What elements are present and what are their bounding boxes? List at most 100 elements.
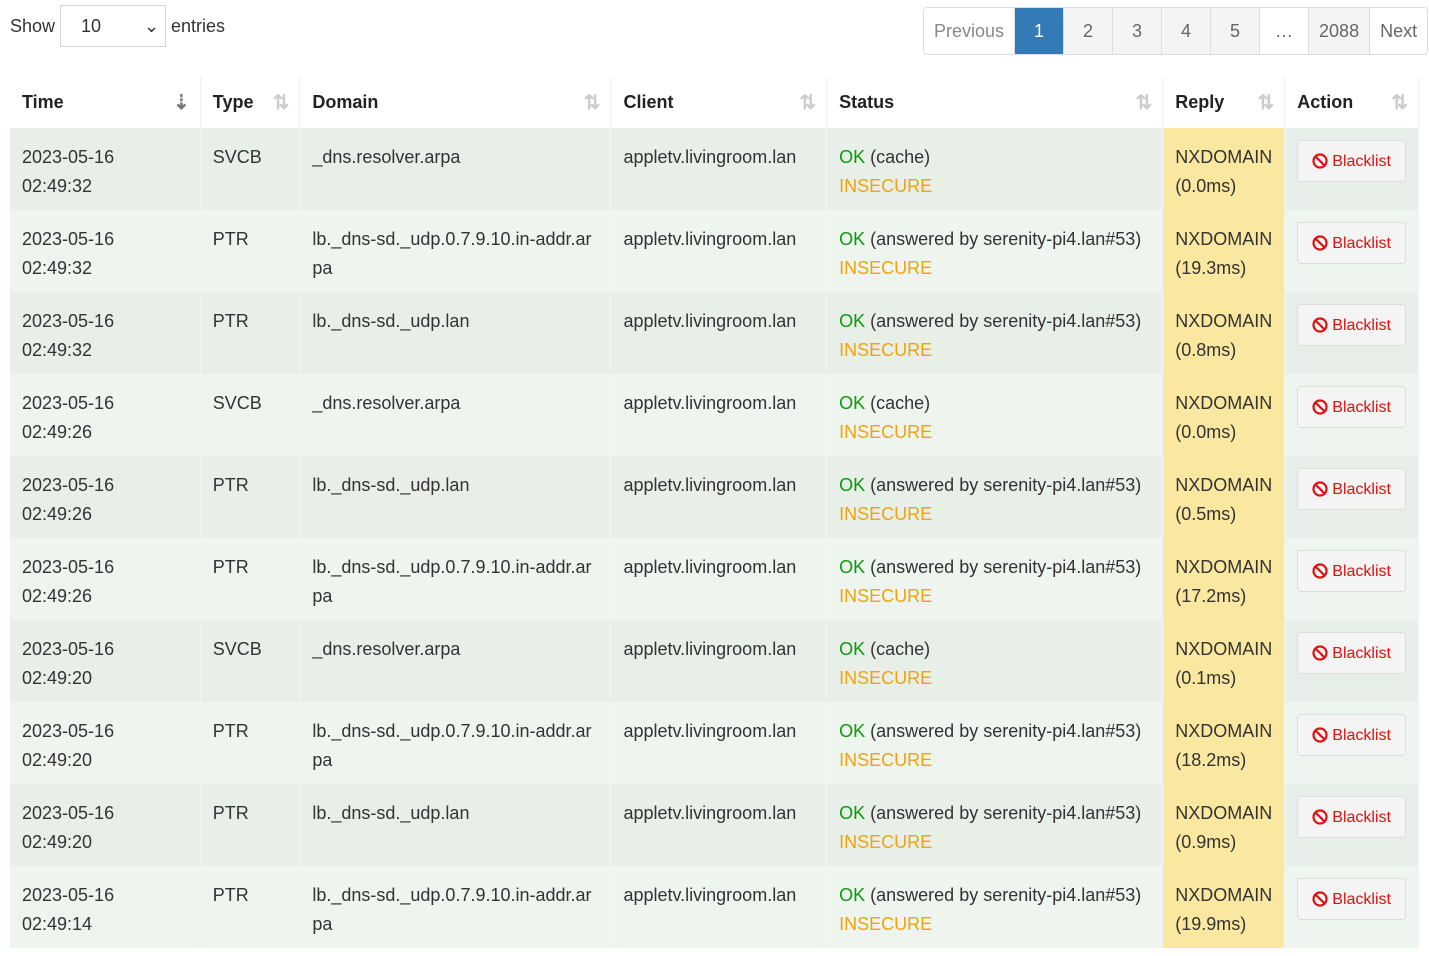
blacklist-button[interactable]: Blacklist [1297, 222, 1406, 264]
type-cell: PTR [200, 784, 301, 866]
reply-type: NXDOMAIN [1175, 393, 1273, 413]
action-cell: Blacklist [1284, 128, 1419, 210]
blacklist-button[interactable]: Blacklist [1297, 550, 1406, 592]
blacklist-button[interactable]: Blacklist [1297, 386, 1406, 428]
client-cell: appletv.livingroom.lan [610, 128, 828, 210]
page-2[interactable]: 2 [1063, 8, 1113, 54]
status-cell: OK (answered by serenity-pi4.lan#53) INSE… [826, 784, 1164, 866]
domain-cell: lb._dns-sd._udp.0.7.9.10.in-addr.arpa [299, 538, 612, 620]
status-detail: (answered by serenity-pi4.lan#53) [870, 721, 1142, 741]
column-label: Action [1297, 91, 1354, 112]
domain-cell: _dns.resolver.arpa [299, 128, 612, 210]
action-cell: Blacklist [1284, 620, 1419, 702]
blacklist-button[interactable]: Blacklist [1297, 632, 1406, 674]
ban-icon [1312, 317, 1328, 333]
status-cell: OK (answered by serenity-pi4.lan#53) INSE… [826, 456, 1164, 538]
page-1[interactable]: 1 [1014, 8, 1064, 54]
blacklist-button[interactable]: Blacklist [1297, 468, 1406, 510]
reply-time: (19.9ms) [1175, 914, 1247, 934]
status-detail: (answered by serenity-pi4.lan#53) [870, 557, 1142, 577]
type-cell: PTR [200, 866, 301, 948]
sort-icon: ⇅ [583, 92, 601, 114]
table-row: 2023-05-16 02:49:26 SVCB _dns.resolver.a… [10, 374, 1419, 456]
status-cell: OK (cache) INSECURE [826, 620, 1164, 702]
blacklist-label: Blacklist [1332, 398, 1391, 416]
column-header-type[interactable]: Type ⇅ [200, 76, 301, 128]
action-cell: Blacklist [1284, 374, 1419, 456]
blacklist-button[interactable]: Blacklist [1297, 714, 1406, 756]
domain-cell: lb._dns-sd._udp.lan [299, 456, 612, 538]
blacklist-button[interactable]: Blacklist [1297, 878, 1406, 920]
blacklist-label: Blacklist [1332, 152, 1391, 170]
sort-icon: ⇅ [272, 92, 290, 114]
status-ok: OK [839, 311, 866, 331]
reply-cell: NXDOMAIN (0.5ms) [1162, 456, 1286, 538]
action-cell: Blacklist [1284, 784, 1419, 866]
ban-icon [1312, 235, 1328, 251]
reply-cell: NXDOMAIN (19.9ms) [1162, 866, 1286, 948]
column-header-client[interactable]: Client ⇅ [610, 76, 828, 128]
type-cell: SVCB [200, 620, 301, 702]
status-ok: OK [839, 721, 866, 741]
entries-select[interactable]: 10 ⌄ [60, 5, 167, 47]
type-cell: PTR [200, 292, 301, 374]
blacklist-label: Blacklist [1332, 890, 1391, 908]
column-header-time[interactable]: Time ⇣ [10, 76, 201, 128]
reply-cell: NXDOMAIN (18.2ms) [1162, 702, 1286, 784]
status-detail: (answered by serenity-pi4.lan#53) [870, 803, 1142, 823]
status-detail: (answered by serenity-pi4.lan#53) [870, 475, 1142, 495]
show-label: Show [10, 15, 56, 36]
reply-cell: NXDOMAIN (0.0ms) [1162, 128, 1286, 210]
page-4[interactable]: 4 [1161, 8, 1211, 54]
reply-type: NXDOMAIN [1175, 229, 1273, 249]
type-cell: PTR [200, 210, 301, 292]
previous-button[interactable]: Previous [924, 8, 1015, 54]
blacklist-button[interactable]: Blacklist [1297, 796, 1406, 838]
page-5[interactable]: 5 [1210, 8, 1260, 54]
time-cell: 2023-05-16 02:49:20 [10, 702, 201, 784]
blacklist-label: Blacklist [1332, 562, 1391, 580]
time-cell: 2023-05-16 02:49:32 [10, 292, 201, 374]
status-ok: OK [839, 147, 866, 167]
query-log-table: Time ⇣ Type ⇅ Domain ⇅ Client ⇅ Status ⇅ Reply ⇅ Act… [10, 76, 1419, 948]
status-detail: (cache) [870, 393, 931, 413]
sort-desc-icon: ⇣ [173, 92, 190, 114]
next-button[interactable]: Next [1369, 8, 1428, 54]
status-cell: OK (answered by serenity-pi4.lan#53) INSE… [826, 702, 1164, 784]
reply-type: NXDOMAIN [1175, 147, 1273, 167]
status-cell: OK (cache) INSECURE [826, 374, 1164, 456]
ban-icon [1312, 399, 1328, 415]
page-3[interactable]: 3 [1112, 8, 1162, 54]
action-cell: Blacklist [1284, 210, 1419, 292]
client-cell: appletv.livingroom.lan [610, 374, 828, 456]
client-cell: appletv.livingroom.lan [610, 866, 828, 948]
column-label: Client [623, 91, 674, 112]
reply-cell: NXDOMAIN (0.0ms) [1162, 374, 1286, 456]
status-ok: OK [839, 229, 866, 249]
time-cell: 2023-05-16 02:49:32 [10, 210, 201, 292]
reply-time: (0.8ms) [1175, 340, 1237, 360]
blacklist-button[interactable]: Blacklist [1297, 140, 1406, 182]
column-header-domain[interactable]: Domain ⇅ [299, 76, 612, 128]
table-row: 2023-05-16 02:49:32 PTR lb._dns-sd._udp.… [10, 210, 1419, 292]
reply-cell: NXDOMAIN (0.9ms) [1162, 784, 1286, 866]
reply-type: NXDOMAIN [1175, 639, 1273, 659]
table-row: 2023-05-16 02:49:20 PTR lb._dns-sd._udp.… [10, 784, 1419, 866]
column-header-status[interactable]: Status ⇅ [826, 76, 1164, 128]
client-cell: appletv.livingroom.lan [610, 292, 828, 374]
dnssec-status: INSECURE [839, 504, 933, 524]
dnssec-status: INSECURE [839, 176, 933, 196]
client-cell: appletv.livingroom.lan [610, 784, 828, 866]
page-last[interactable]: 2088 [1308, 8, 1370, 54]
reply-type: NXDOMAIN [1175, 311, 1273, 331]
type-cell: SVCB [200, 374, 301, 456]
blacklist-button[interactable]: Blacklist [1297, 304, 1406, 346]
length-control: Show 10 ⌄ entries [10, 4, 225, 48]
column-header-action[interactable]: Action ⇅ [1284, 76, 1419, 128]
column-header-reply[interactable]: Reply ⇅ [1162, 76, 1286, 128]
blacklist-label: Blacklist [1332, 234, 1391, 252]
reply-time: (0.5ms) [1175, 504, 1237, 524]
entries-label: entries [171, 15, 226, 36]
sort-icon: ⇅ [799, 92, 817, 114]
table-row: 2023-05-16 02:49:26 PTR lb._dns-sd._udp.… [10, 538, 1419, 620]
